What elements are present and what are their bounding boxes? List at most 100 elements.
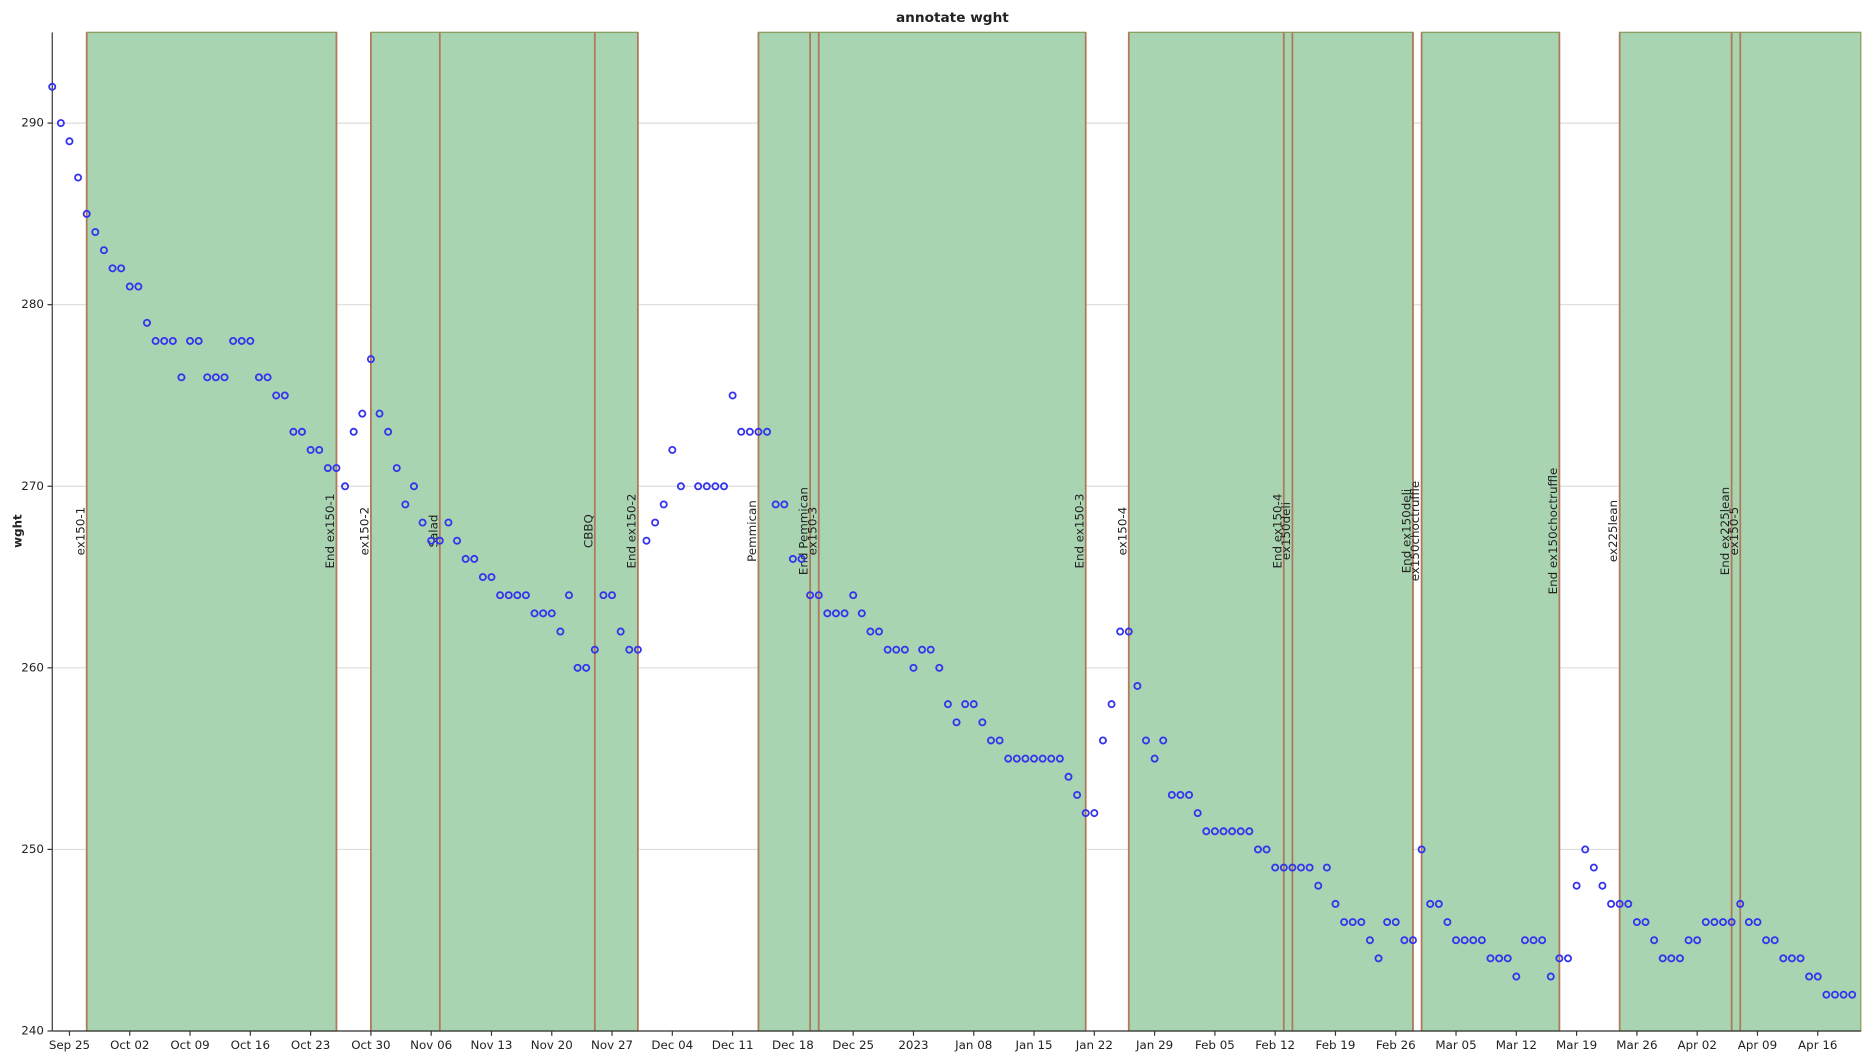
data-point — [1142, 736, 1150, 745]
data-point — [1839, 990, 1848, 999]
x-tick-label: Nov 20 — [531, 1038, 573, 1052]
x-tick-label: Nov 27 — [591, 1038, 633, 1052]
data-point — [728, 391, 737, 400]
data-point — [48, 82, 57, 91]
data-point — [1486, 954, 1495, 963]
x-tick-label: Apr 02 — [1677, 1038, 1716, 1052]
data-point — [608, 591, 617, 600]
data-point — [1503, 954, 1512, 963]
data-point — [806, 591, 815, 600]
data-point — [978, 718, 987, 727]
shaded-span — [1420, 31, 1560, 1032]
data-point — [1589, 863, 1598, 872]
x-tick-label: Mar 05 — [1435, 1038, 1476, 1052]
x-tick-label: Sep 25 — [49, 1038, 90, 1052]
data-point — [1753, 918, 1762, 927]
data-point — [1736, 899, 1745, 908]
data-point — [1021, 754, 1030, 763]
data-point — [151, 337, 160, 345]
data-point — [435, 536, 444, 545]
data-point — [108, 264, 117, 273]
data-point — [1348, 918, 1357, 927]
x-tick-label: Oct 16 — [231, 1038, 270, 1052]
data-point — [298, 427, 306, 436]
data-point — [918, 645, 927, 654]
event-label: End ex150-2 — [624, 494, 638, 569]
data-point — [392, 464, 401, 473]
data-point — [341, 482, 350, 491]
data-point — [1830, 990, 1839, 999]
x-tick-label: Oct 02 — [110, 1038, 149, 1052]
data-point — [1081, 809, 1090, 818]
data-point — [530, 609, 539, 618]
data-point — [1262, 845, 1271, 854]
data-point — [427, 536, 436, 545]
data-point — [160, 337, 169, 345]
event-label: CBBQ — [581, 514, 595, 548]
data-point — [1297, 863, 1305, 872]
data-point — [1340, 918, 1349, 927]
shaded-span — [757, 31, 1087, 1032]
data-point — [1529, 936, 1538, 945]
event-label: ex150-3 — [805, 507, 819, 556]
data-point — [1848, 990, 1857, 999]
data-point — [668, 445, 677, 454]
data-point — [1090, 809, 1099, 818]
data-point — [1391, 918, 1400, 927]
data-point — [1719, 918, 1727, 927]
x-tick-label: 2023 — [898, 1038, 928, 1052]
data-point — [1098, 736, 1107, 745]
data-point — [788, 554, 797, 563]
data-point — [892, 645, 901, 654]
x-tick-label: Mar 12 — [1496, 1038, 1537, 1052]
data-point — [1710, 918, 1719, 927]
data-point — [1641, 918, 1650, 927]
data-point — [1150, 754, 1159, 763]
data-point — [409, 482, 418, 491]
data-point — [1624, 899, 1633, 908]
data-point — [237, 337, 246, 345]
data-point — [582, 663, 591, 672]
data-point — [91, 228, 100, 237]
x-tick-label: Oct 30 — [351, 1038, 390, 1052]
data-point — [125, 282, 134, 291]
data-point — [935, 663, 944, 672]
event-label: ex225lean — [1606, 500, 1620, 562]
x-tick-label: Dec 11 — [712, 1038, 754, 1052]
data-point — [857, 609, 866, 618]
data-point — [1813, 972, 1822, 981]
data-point — [1374, 954, 1383, 963]
data-point — [780, 500, 789, 509]
data-point — [177, 373, 186, 382]
data-point — [642, 536, 651, 545]
data-point — [1408, 936, 1417, 945]
data-point — [1133, 682, 1142, 690]
data-point — [1314, 881, 1323, 890]
y-tick-label: 250 — [21, 842, 44, 856]
data-point — [254, 373, 263, 382]
data-point — [987, 736, 995, 745]
y-axis-label: wght — [10, 514, 24, 548]
y-tick-label: 260 — [21, 660, 44, 674]
data-point — [1055, 754, 1064, 763]
data-point — [1047, 754, 1056, 763]
event-label: End ex150-4 — [1270, 494, 1284, 569]
data-point — [1744, 918, 1753, 927]
data-point — [1520, 936, 1529, 945]
data-point — [1770, 936, 1779, 945]
data-point — [1038, 754, 1047, 763]
data-point — [745, 427, 754, 436]
data-point — [1546, 972, 1555, 981]
data-point — [143, 318, 151, 327]
data-point — [1210, 827, 1219, 836]
data-point — [168, 337, 177, 345]
data-point — [625, 645, 634, 654]
data-point — [1202, 827, 1211, 836]
data-point — [831, 609, 840, 618]
x-tick-label: Jan 22 — [1075, 1038, 1113, 1052]
data-point — [453, 536, 462, 545]
data-point — [694, 482, 703, 491]
data-point — [1124, 627, 1133, 636]
data-point — [229, 337, 238, 345]
data-point — [1012, 754, 1021, 763]
